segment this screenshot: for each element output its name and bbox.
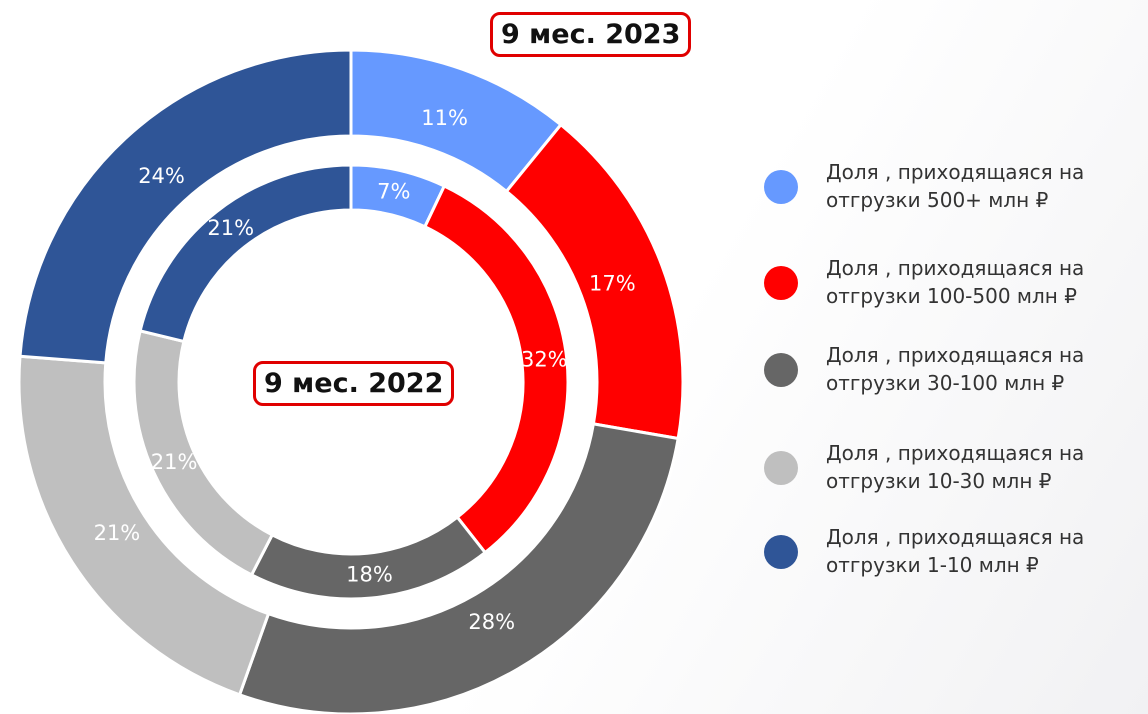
data-label: 17% [589, 271, 636, 295]
legend-swatch [764, 266, 798, 300]
legend-swatch [764, 353, 798, 387]
legend-label: Доля , приходящаяся на отгрузки 1-10 млн… [826, 525, 1085, 577]
data-label: 32% [521, 347, 568, 371]
data-label: 21% [151, 450, 198, 474]
legend-label: Доля , приходящаяся на отгрузки 500+ млн… [826, 160, 1085, 212]
donut-segment [237, 422, 680, 714]
donut-segment [249, 515, 488, 601]
donut-segment [18, 48, 353, 365]
donut-segment [138, 163, 353, 344]
data-label: 21% [94, 521, 141, 545]
data-label: 7% [377, 179, 410, 203]
series-label: 9 мес. 2022 [253, 361, 455, 406]
legend-label: Доля , приходящаяся на отгрузки 10-30 мл… [826, 441, 1085, 493]
legend-swatch [764, 451, 798, 485]
data-label: 18% [346, 563, 393, 587]
data-label: 11% [421, 106, 468, 130]
legend-swatch [764, 170, 798, 204]
data-label: 28% [468, 610, 515, 634]
data-label: 24% [138, 164, 185, 188]
legend-label: Доля , приходящаяся на отгрузки 100-500 … [826, 256, 1085, 308]
legend-label: Доля , приходящаяся на отгрузки 30-100 м… [826, 343, 1085, 395]
series-label: 9 мес. 2023 [490, 12, 692, 57]
data-label: 21% [207, 216, 254, 240]
legend-swatch [764, 535, 798, 569]
